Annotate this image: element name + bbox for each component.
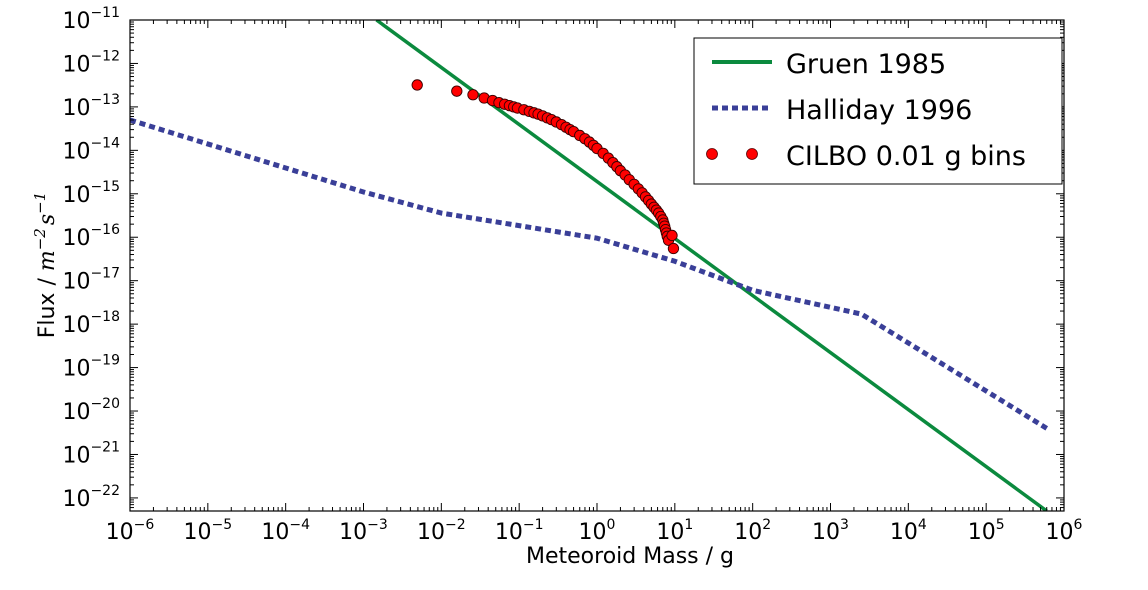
- x-axis-label: Meteoroid Mass / g: [526, 544, 734, 569]
- x-tick-label: 10−1: [495, 517, 544, 545]
- data-point-cilbo-0-01-g-bins-52: [667, 242, 680, 255]
- axis-ticks: [129, 19, 1065, 511]
- y-tick-label: 10−14: [62, 135, 120, 164]
- x-tick-label: 10−6: [106, 517, 155, 545]
- y-axis-label-m: m: [35, 250, 60, 271]
- x-tick-label: 10−5: [184, 517, 233, 545]
- x-tick-label: 104: [890, 517, 927, 545]
- y-axis-label-s: s: [35, 214, 60, 225]
- y-tick-label: 10−16: [62, 222, 120, 251]
- y-tick-labels: 10−22 10−21 10−20 10−19 10−18 10−17 10−16 10−15…: [62, 5, 120, 512]
- legend-label-halliday: Halliday 1996: [786, 95, 972, 126]
- plot-area: [130, 20, 1049, 511]
- y-tick-label: 10−22: [62, 483, 120, 512]
- y-tick-label: 10−19: [62, 353, 120, 382]
- x-tick-labels: 10−6 10−5 10−4 10−3 10−2 10−1 100 101 102 103 104 1…: [106, 517, 1083, 545]
- y-tick-label: 10−11: [62, 5, 120, 34]
- legend-marker-cilbo-1: [706, 148, 718, 160]
- x-tick-label: 103: [812, 517, 849, 545]
- y-tick-label: 10−13: [62, 92, 120, 121]
- x-tick-label: 101: [656, 517, 693, 545]
- data-point-cilbo-0-01-g-bins-0: [411, 79, 423, 91]
- y-tick-label: 10−12: [62, 48, 120, 77]
- x-tick-label: 100: [579, 517, 616, 545]
- y-axis-label-s-exp: −1: [31, 192, 49, 214]
- legend-label-cilbo: CILBO 0.01 g bins: [786, 141, 1026, 172]
- y-axis-label-prefix: Flux /: [35, 271, 60, 338]
- legend: Gruen 1985 Halliday 1996 CILBO 0.01 g bi…: [693, 37, 1063, 185]
- legend-marker-cilbo-2: [746, 148, 758, 160]
- x-tick-label: 102: [734, 517, 771, 545]
- y-tick-label: 10−17: [62, 266, 120, 295]
- y-tick-label: 10−18: [62, 309, 120, 338]
- y-tick-label: 10−21: [62, 439, 120, 468]
- series-line-halliday-1996: [130, 117, 1049, 431]
- data-point-cilbo-0-01-g-bins-2: [467, 89, 479, 101]
- x-tick-label: 105: [968, 517, 1005, 545]
- y-axis-label-m-exp: −2: [31, 228, 49, 250]
- data-point-cilbo-0-01-g-bins-51: [666, 229, 678, 242]
- y-tick-label: 10−15: [62, 179, 120, 208]
- legend-label-gruen: Gruen 1985: [786, 49, 946, 80]
- data-point-cilbo-0-01-g-bins-1: [451, 85, 463, 97]
- x-tick-label: 10−4: [261, 517, 310, 545]
- x-tick-label: 106: [1046, 517, 1083, 545]
- y-axis-label: Flux / m−2 s−1: [31, 192, 60, 339]
- x-tick-label: 10−2: [417, 517, 466, 545]
- y-tick-label: 10−20: [62, 396, 120, 425]
- x-tick-label: 10−3: [339, 517, 388, 545]
